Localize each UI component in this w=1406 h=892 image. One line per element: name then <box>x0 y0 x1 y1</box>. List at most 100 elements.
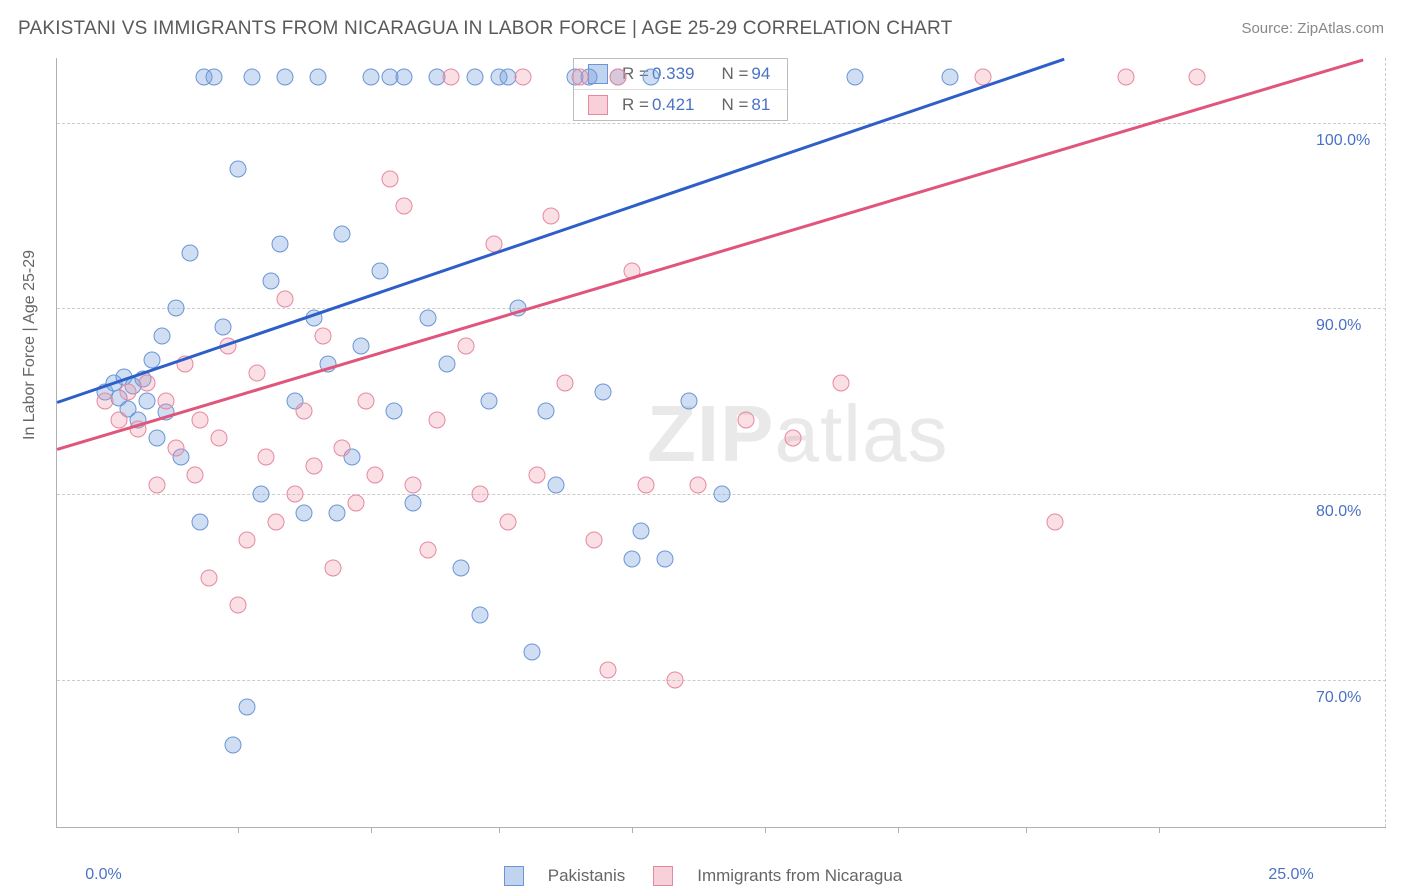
scatter-point-pakistanis <box>239 699 256 716</box>
scatter-point-pakistanis <box>362 68 379 85</box>
scatter-point-nicaragua <box>258 448 275 465</box>
chart-title: PAKISTANI VS IMMIGRANTS FROM NICARAGUA I… <box>18 18 952 40</box>
scatter-point-pakistanis <box>847 68 864 85</box>
y-tick-label: 70.0% <box>1316 689 1361 707</box>
scatter-point-nicaragua <box>148 476 165 493</box>
scatter-point-pakistanis <box>334 226 351 243</box>
scatter-point-pakistanis <box>405 495 422 512</box>
x-tick <box>1026 827 1027 833</box>
scatter-point-nicaragua <box>785 430 802 447</box>
scatter-point-nicaragua <box>443 68 460 85</box>
scatter-point-pakistanis <box>215 319 232 336</box>
scatter-point-pakistanis <box>191 513 208 530</box>
scatter-point-pakistanis <box>353 337 370 354</box>
watermark-bold: ZIP <box>647 389 774 478</box>
scatter-point-nicaragua <box>571 68 588 85</box>
scatter-point-nicaragua <box>600 662 617 679</box>
scatter-point-nicaragua <box>167 439 184 456</box>
scatter-point-pakistanis <box>642 68 659 85</box>
scatter-point-nicaragua <box>381 170 398 187</box>
n-label: N = <box>721 95 748 115</box>
x-tick <box>765 827 766 833</box>
scatter-point-nicaragua <box>277 291 294 308</box>
scatter-point-nicaragua <box>286 486 303 503</box>
scatter-point-nicaragua <box>367 467 384 484</box>
scatter-point-pakistanis <box>253 486 270 503</box>
y-axis-title: In Labor Force | Age 25-29 <box>21 250 39 440</box>
n-value-pink: 81 <box>751 95 770 115</box>
scatter-point-pakistanis <box>372 263 389 280</box>
scatter-point-pakistanis <box>310 68 327 85</box>
r-value-pink: 0.421 <box>652 95 695 115</box>
x-tick <box>499 827 500 833</box>
scatter-point-nicaragua <box>239 532 256 549</box>
scatter-point-nicaragua <box>296 402 313 419</box>
scatter-point-nicaragua <box>832 374 849 391</box>
scatter-point-nicaragua <box>528 467 545 484</box>
scatter-point-pakistanis <box>595 383 612 400</box>
scatter-point-pakistanis <box>538 402 555 419</box>
scatter-point-nicaragua <box>120 383 137 400</box>
stats-row-pakistanis: R = 0.339 N = 94 <box>574 59 787 89</box>
gridline-h <box>57 308 1386 309</box>
gridline-h <box>57 680 1386 681</box>
swatch-pink-icon <box>653 866 673 886</box>
scatter-point-nicaragua <box>96 393 113 410</box>
scatter-point-pakistanis <box>942 68 959 85</box>
scatter-point-nicaragua <box>471 486 488 503</box>
scatter-point-nicaragua <box>666 671 683 688</box>
scatter-point-pakistanis <box>386 402 403 419</box>
scatter-point-nicaragua <box>429 411 446 428</box>
legend-item-pakistanis: Pakistanis <box>504 866 625 886</box>
scatter-point-pakistanis <box>467 68 484 85</box>
scatter-point-pakistanis <box>205 68 222 85</box>
scatter-point-nicaragua <box>334 439 351 456</box>
y-tick-label: 80.0% <box>1316 503 1361 521</box>
scatter-point-pakistanis <box>714 486 731 503</box>
legend-label-nicaragua: Immigrants from Nicaragua <box>697 866 902 886</box>
scatter-point-pakistanis <box>524 643 541 660</box>
scatter-point-pakistanis <box>148 430 165 447</box>
scatter-point-pakistanis <box>277 68 294 85</box>
scatter-point-nicaragua <box>267 513 284 530</box>
scatter-point-pakistanis <box>229 161 246 178</box>
y-tick-label: 90.0% <box>1316 317 1361 335</box>
scatter-point-pakistanis <box>182 244 199 261</box>
scatter-point-nicaragua <box>248 365 265 382</box>
scatter-point-nicaragua <box>557 374 574 391</box>
scatter-point-pakistanis <box>243 68 260 85</box>
scatter-point-nicaragua <box>210 430 227 447</box>
x-tick <box>632 827 633 833</box>
x-tick <box>371 827 372 833</box>
scatter-point-nicaragua <box>158 393 175 410</box>
scatter-point-nicaragua <box>229 597 246 614</box>
scatter-point-nicaragua <box>1046 513 1063 530</box>
scatter-point-pakistanis <box>272 235 289 252</box>
scatter-point-nicaragua <box>585 532 602 549</box>
scatter-point-nicaragua <box>201 569 218 586</box>
scatter-point-nicaragua <box>405 476 422 493</box>
bottom-legend: Pakistanis Immigrants from Nicaragua <box>0 866 1406 886</box>
scatter-point-pakistanis <box>623 550 640 567</box>
scatter-point-nicaragua <box>500 513 517 530</box>
swatch-blue-icon <box>504 866 524 886</box>
scatter-point-nicaragua <box>357 393 374 410</box>
legend-item-nicaragua: Immigrants from Nicaragua <box>653 866 902 886</box>
x-tick <box>898 827 899 833</box>
scatter-point-pakistanis <box>547 476 564 493</box>
plot-area: ZIPatlas R = 0.339 N = 94 R = 0.421 N = … <box>56 58 1386 828</box>
scatter-point-nicaragua <box>419 541 436 558</box>
scatter-point-nicaragua <box>457 337 474 354</box>
scatter-point-nicaragua <box>638 476 655 493</box>
scatter-point-nicaragua <box>1117 68 1134 85</box>
stats-row-nicaragua: R = 0.421 N = 81 <box>574 89 787 120</box>
n-label: N = <box>721 64 748 84</box>
scatter-point-nicaragua <box>1189 68 1206 85</box>
plot-right-border <box>1385 58 1386 827</box>
scatter-point-pakistanis <box>481 393 498 410</box>
swatch-pink-icon <box>588 95 608 115</box>
scatter-point-pakistanis <box>395 68 412 85</box>
y-tick-label: 100.0% <box>1316 132 1370 150</box>
scatter-point-nicaragua <box>514 68 531 85</box>
x-tick <box>238 827 239 833</box>
